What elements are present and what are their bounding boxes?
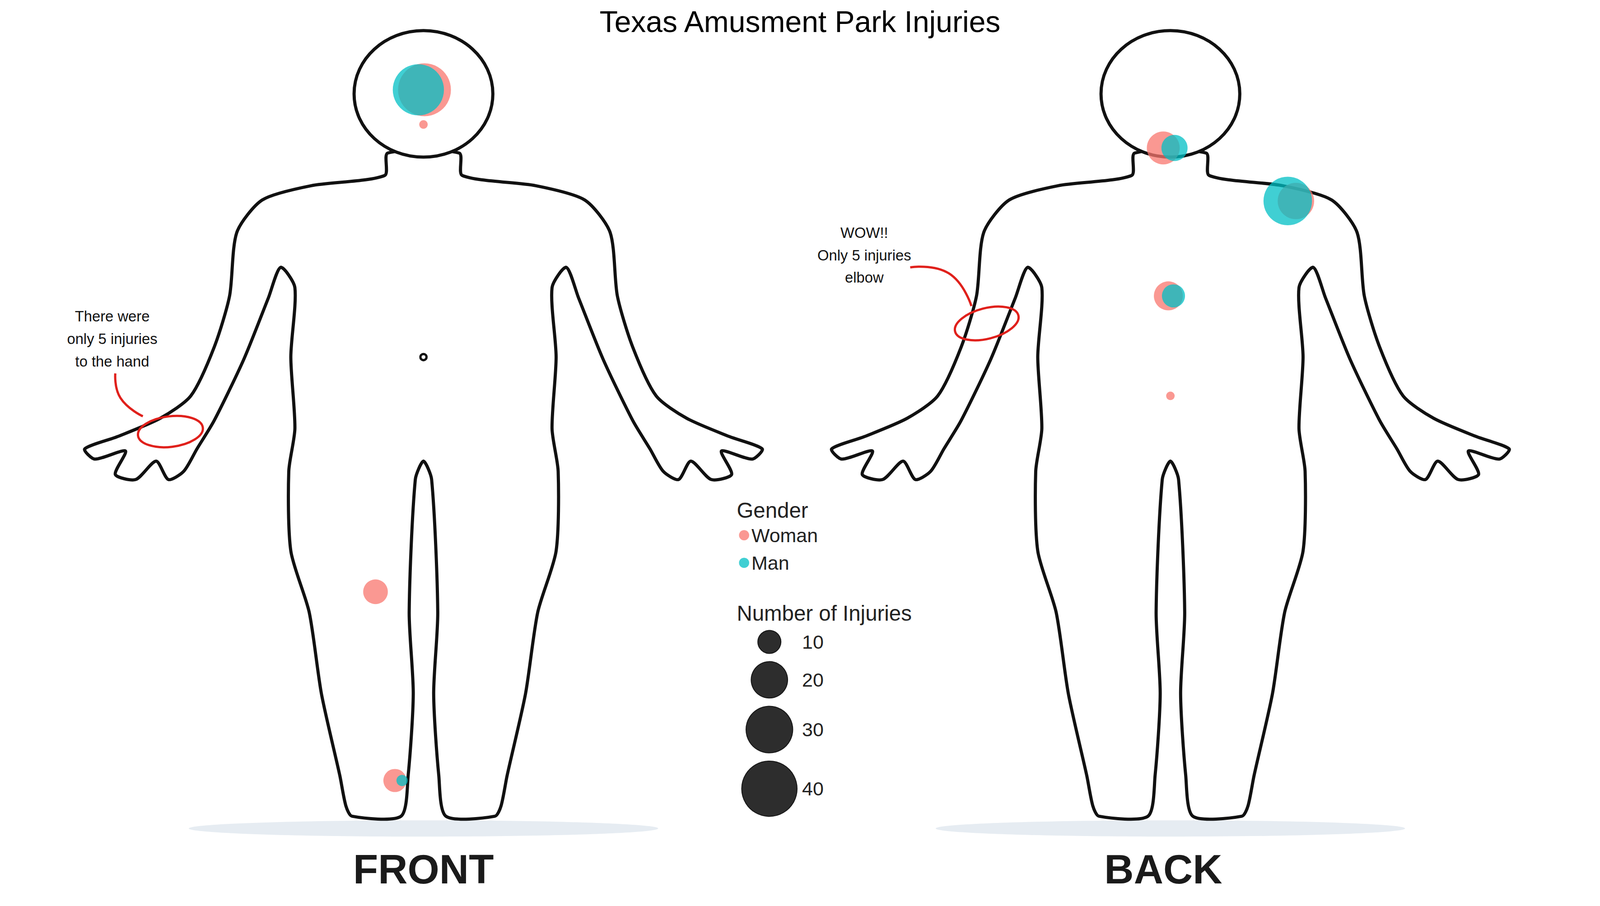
svg-text:Number of Injuries: Number of Injuries [736, 601, 912, 626]
svg-text:There were: There were [74, 307, 150, 325]
svg-text:Gender: Gender [736, 498, 808, 523]
svg-text:BACK: BACK [1104, 846, 1223, 893]
svg-text:FRONT: FRONT [353, 846, 494, 893]
svg-text:only 5 injuries: only 5 injuries [66, 330, 158, 348]
svg-text:Texas Amusment Park Injuries: Texas Amusment Park Injuries [599, 4, 1001, 39]
svg-text:WOW!!: WOW!! [840, 224, 889, 242]
svg-text:30: 30 [802, 718, 824, 741]
svg-text:40: 40 [802, 778, 824, 800]
svg-text:to the hand: to the hand [75, 353, 150, 370]
svg-text:Man: Man [751, 552, 790, 574]
svg-text:elbow: elbow [844, 269, 884, 286]
svg-text:10: 10 [802, 631, 824, 654]
svg-text:20: 20 [802, 669, 824, 691]
svg-text:Woman: Woman [751, 524, 818, 547]
svg-text:Only 5 injuries: Only 5 injuries [817, 247, 912, 264]
